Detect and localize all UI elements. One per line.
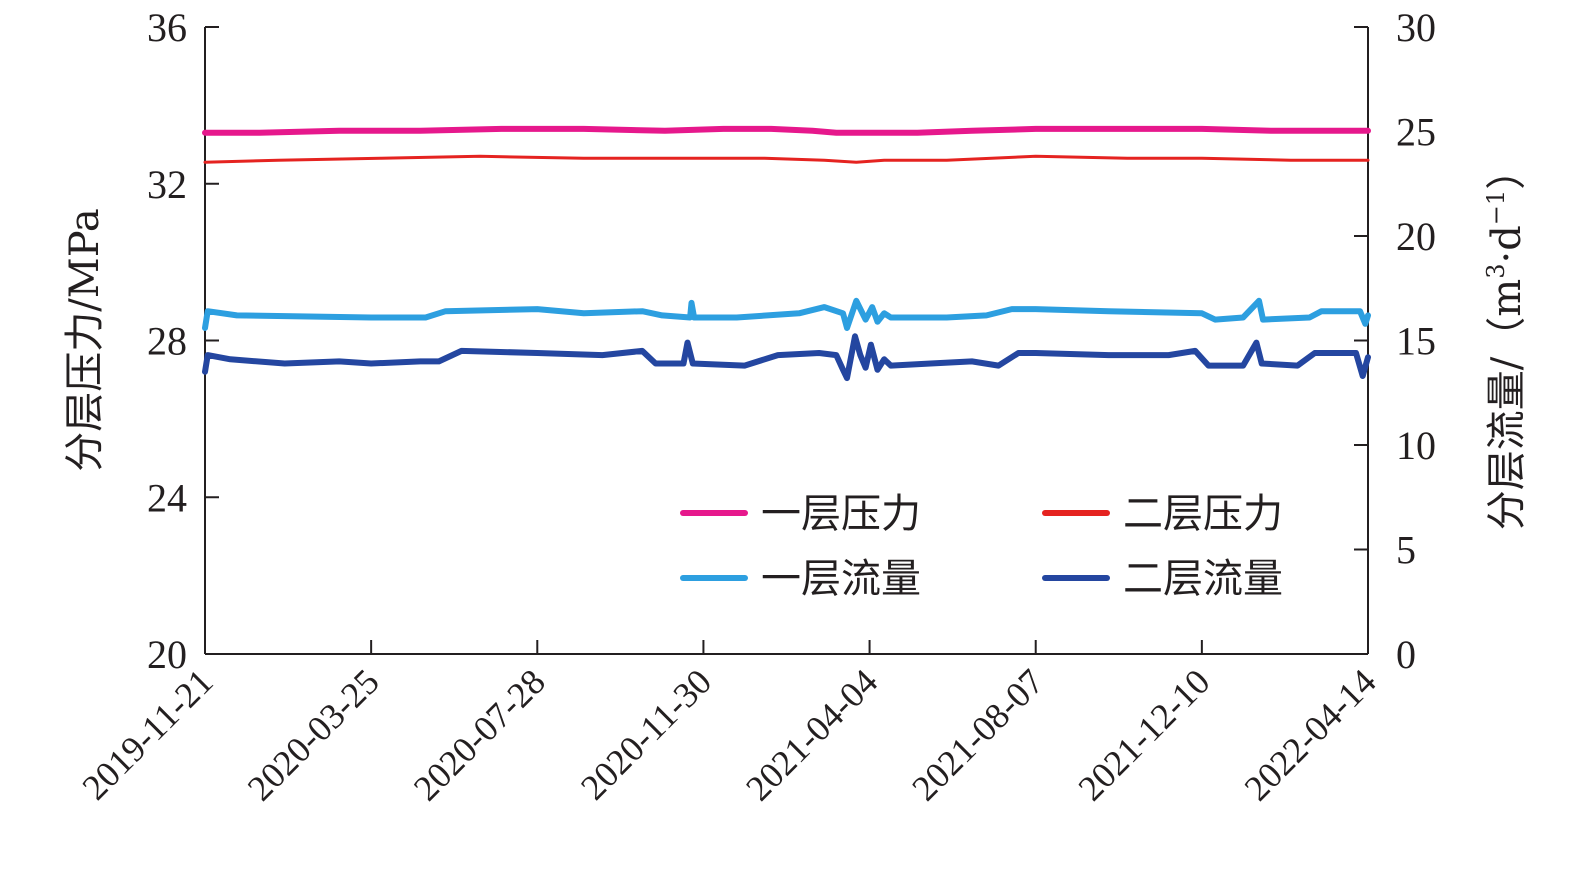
x-tick-label: 2020-07-28 [406,661,553,808]
x-tick-label: 2022-04-14 [1237,661,1384,808]
series-line-4 [202,333,1371,382]
right-y-tick-label: 30 [1396,5,1436,50]
series-line-3 [202,297,1371,331]
x-tick-label: 2021-12-10 [1070,661,1217,808]
series-line-2 [203,154,1370,164]
x-tick-label: 2021-08-07 [904,661,1051,808]
legend-label-4: 二层流量 [1123,556,1283,602]
legend-label-2: 二层压力 [1123,491,1283,537]
right-axis-title-mid: ·d [1484,225,1530,263]
left-y-tick-label: 28 [147,319,187,364]
legend-label-3: 一层流量 [761,556,921,602]
x-tick-label: 2019-11-21 [75,661,221,807]
right-axis-title-suffix: ） [1484,150,1530,190]
x-tick-label: 2020-11-30 [573,661,719,807]
right-y-tick-label: 15 [1396,319,1436,364]
right-y-tick-label: 0 [1396,632,1416,677]
right-axis-title-prefix: 分层流量/（m [1484,279,1530,530]
right-axis-title: 分层流量/（m3·d−1） [1482,150,1530,530]
legend-label-1: 一层压力 [761,491,921,537]
right-axis-title-sup2: −1 [1482,190,1510,225]
left-axis-title: 分层压力/MPa [62,208,108,471]
x-tick-label: 2020-03-25 [240,661,387,808]
left-y-tick-label: 36 [147,5,187,50]
left-y-tick-label: 32 [147,162,187,207]
left-y-tick-label: 20 [147,632,187,677]
right-y-tick-label: 25 [1396,110,1436,155]
right-y-tick-label: 5 [1396,528,1416,573]
right-y-tick-label: 20 [1396,214,1436,259]
left-y-tick-label: 24 [147,475,187,520]
x-tick-label: 2021-04-04 [738,661,885,808]
right-y-tick-label: 10 [1396,423,1436,468]
series-line-1 [202,125,1371,136]
right-axis-title-sup1: 3 [1482,264,1510,279]
